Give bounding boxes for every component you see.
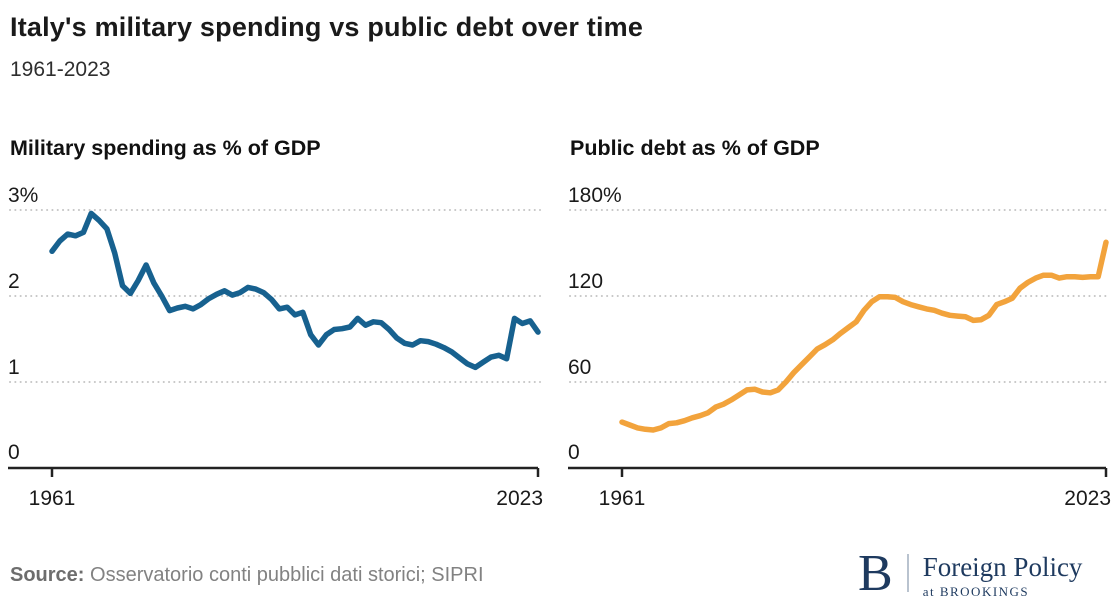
source-label: Source:	[10, 564, 85, 586]
x-axis	[8, 466, 540, 477]
source-line: Source: Osservatorio conti pubblici dati…	[10, 564, 484, 587]
source-text: Osservatorio conti pubblici dati storici…	[90, 564, 484, 586]
military-chart-title: Military spending as % of GDP	[10, 136, 321, 160]
brookings-b-mark: B	[858, 545, 893, 602]
debt-chart-title: Public debt as % of GDP	[570, 136, 820, 160]
y-tick-label: 180%	[568, 184, 622, 207]
x-tick-label: 1961	[29, 487, 76, 510]
logo-divider	[906, 554, 909, 592]
brookings-foreign-policy-logo: B Foreign Policy at BROOKINGS	[858, 548, 1082, 608]
x-tick-label: 1961	[599, 487, 646, 510]
public-debt-line-chart: 180% 120 60 0 1961 2023	[568, 184, 1111, 510]
y-tick-label: 2	[8, 270, 20, 293]
series-line	[619, 239, 1109, 433]
series-line	[49, 210, 541, 371]
figure-title: Italy's military spending vs public debt…	[10, 12, 644, 42]
logo-text: Foreign Policy at BROOKINGS	[923, 548, 1083, 600]
x-tick-label: 2023	[496, 487, 543, 510]
y-tick-label: 1	[8, 356, 20, 379]
military-spending-line-chart: 3% 2 1 0 1961 2023	[8, 184, 543, 510]
y-tick-label: 120	[568, 270, 603, 293]
y-tick-label: 60	[568, 356, 591, 379]
y-tick-label: 3%	[8, 184, 38, 207]
y-tick-label: 0	[8, 441, 20, 464]
x-tick-label: 2023	[1064, 487, 1111, 510]
logo-name: Foreign Policy	[922, 552, 1083, 582]
y-tick-label: 0	[568, 441, 580, 464]
logo-tagline: at BROOKINGS	[922, 584, 1030, 599]
x-axis	[568, 466, 1108, 477]
figure-subtitle: 1961-2023	[10, 58, 111, 81]
